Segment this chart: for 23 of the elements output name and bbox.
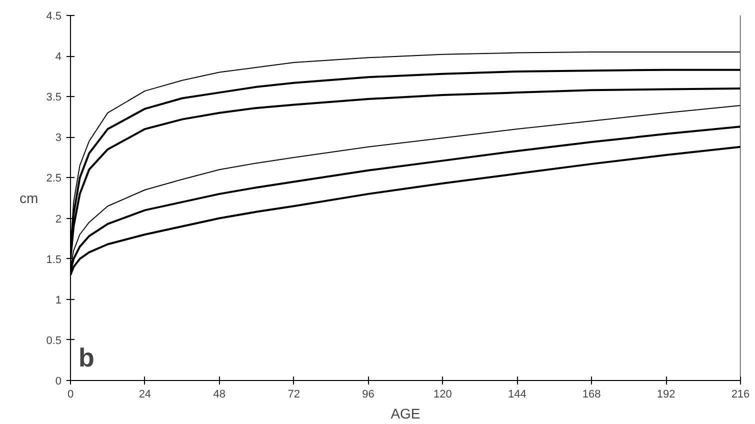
y-tick-label: 1: [55, 294, 62, 306]
x-axis-title: AGE: [390, 406, 420, 422]
y-tick-label: 3: [55, 132, 62, 144]
y-tick-label: 4.5: [46, 10, 62, 22]
x-tick-label: 168: [582, 388, 601, 400]
x-tick-label: 24: [138, 388, 152, 400]
x-tick-label: 144: [508, 388, 526, 400]
y-tick-label: 3.5: [46, 92, 62, 104]
y-tick-label: 0: [55, 376, 62, 388]
x-tick-label: 72: [288, 388, 300, 400]
x-tick-label: 192: [656, 388, 676, 400]
x-tick-label: 96: [362, 388, 374, 400]
y-tick-label: 0.5: [46, 334, 62, 347]
y-tick-label: 2: [55, 213, 62, 226]
annotation: b: [78, 342, 94, 372]
y-tick-label: 2.5: [46, 172, 62, 185]
x-tick-label: 0: [67, 388, 74, 400]
x-tick-label: 120: [434, 388, 452, 400]
y-tick-label: 4: [55, 51, 62, 64]
y-axis-title: cm: [20, 190, 38, 206]
x-tick-label: 48: [213, 388, 226, 400]
y-tick-label: 1.5: [46, 254, 62, 266]
x-tick-label: 216: [731, 388, 750, 400]
